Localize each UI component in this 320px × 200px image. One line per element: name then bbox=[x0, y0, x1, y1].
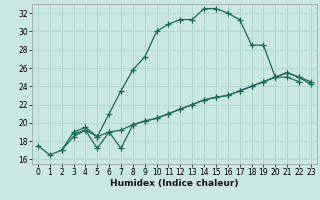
X-axis label: Humidex (Indice chaleur): Humidex (Indice chaleur) bbox=[110, 179, 239, 188]
